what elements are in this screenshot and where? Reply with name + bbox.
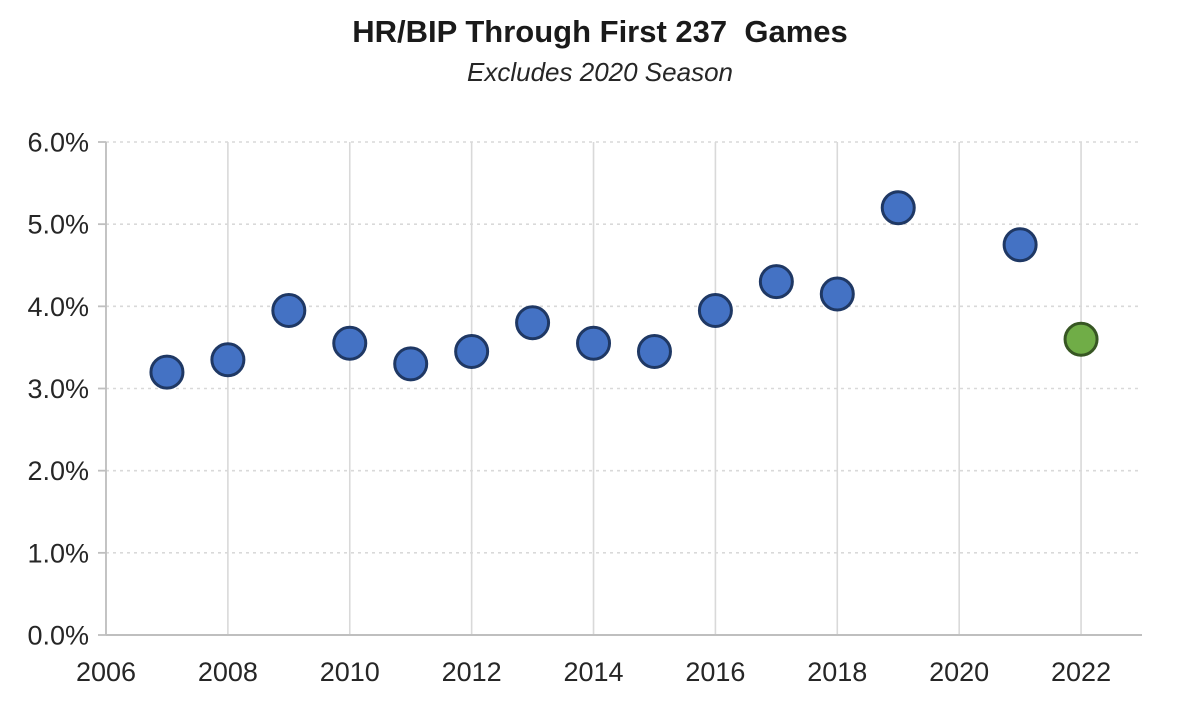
y-axis-label: 0.0% [27, 620, 89, 650]
data-point-2018 [819, 276, 855, 312]
data-point-2021 [1002, 227, 1038, 263]
x-axis-label: 2018 [807, 657, 867, 687]
data-point-2015 [636, 334, 672, 370]
data-point-2009 [271, 292, 307, 328]
data-point-2008 [210, 342, 246, 378]
data-point-2011 [393, 346, 429, 382]
y-axis-label: 5.0% [27, 210, 89, 240]
data-point-2016 [697, 292, 733, 328]
data-point-2019 [880, 190, 916, 226]
x-axis-label: 2020 [929, 657, 989, 687]
x-axis-label: 2012 [442, 657, 502, 687]
y-axis-label: 3.0% [27, 374, 89, 404]
data-point-2013 [515, 305, 551, 341]
x-axis-label: 2014 [563, 657, 623, 687]
data-point-2007 [149, 354, 185, 390]
x-axis-label: 2008 [198, 657, 258, 687]
chart-subtitle: Excludes 2020 Season [467, 57, 733, 87]
x-axis-label: 2010 [320, 657, 380, 687]
y-axis-label: 2.0% [27, 456, 89, 486]
y-axis-label: 1.0% [27, 538, 89, 568]
data-point-2014 [576, 325, 612, 361]
data-point-2022 [1063, 321, 1099, 357]
x-axis-label: 2022 [1051, 657, 1111, 687]
chart-title: HR/BIP Through First 237 Games [352, 14, 848, 49]
y-axis-label: 6.0% [27, 127, 89, 157]
x-axis-label: 2006 [76, 657, 136, 687]
data-point-2010 [332, 325, 368, 361]
data-point-2017 [758, 264, 794, 300]
data-point-2012 [454, 334, 490, 370]
y-axis-label: 4.0% [27, 292, 89, 322]
x-axis-label: 2016 [685, 657, 745, 687]
